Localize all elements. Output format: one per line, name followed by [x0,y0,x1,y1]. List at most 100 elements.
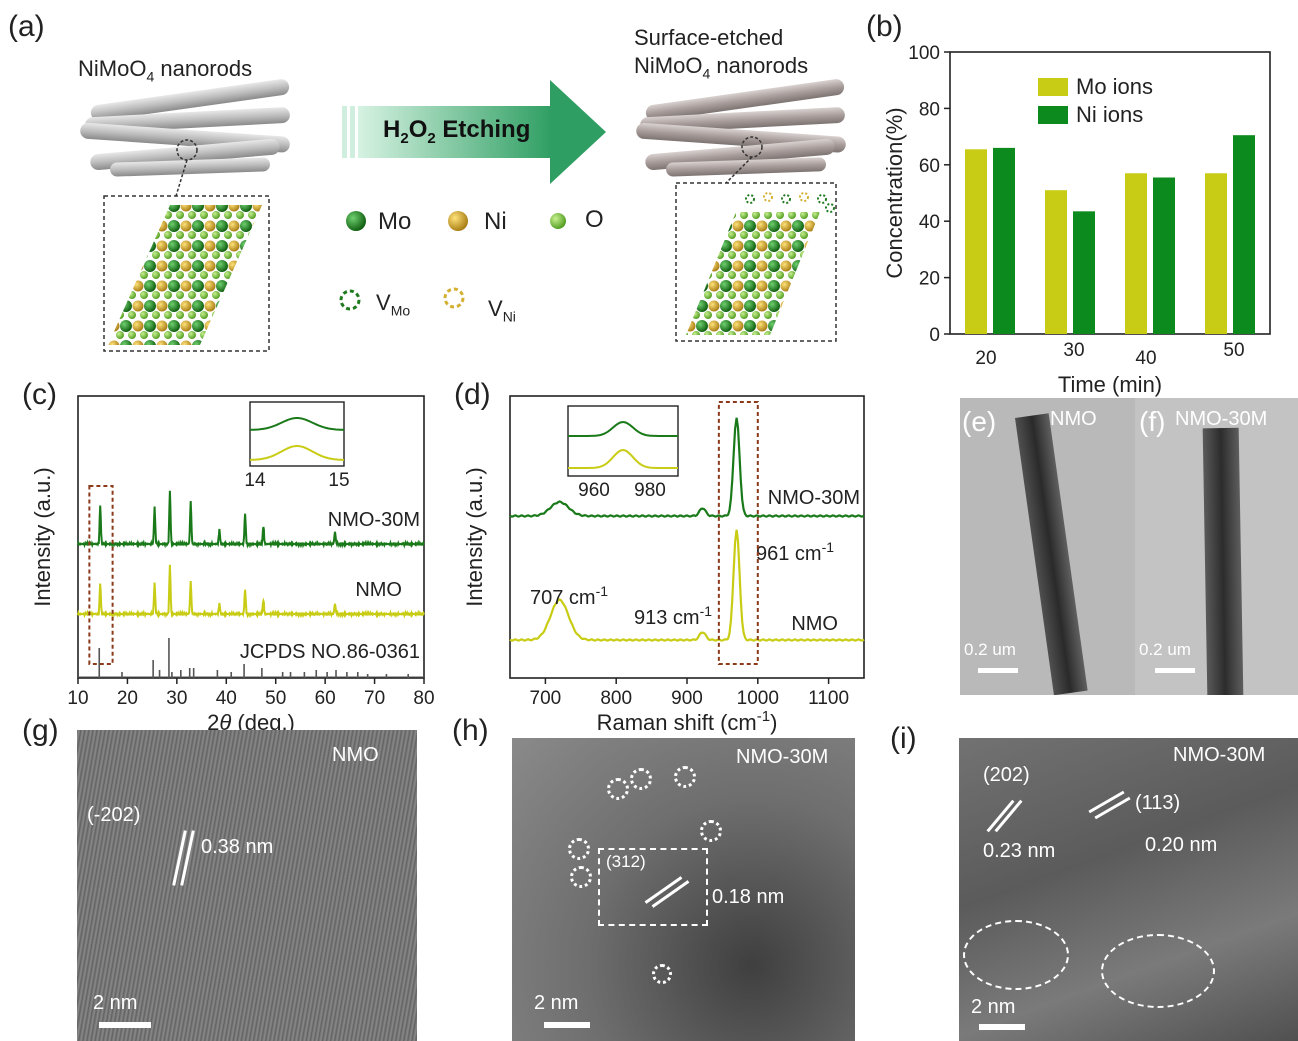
peak-annotation: 707 cm-1 [530,583,608,609]
bar [1073,211,1095,334]
vacancy-marker [700,820,722,842]
x-tick-label: 900 [671,688,703,709]
inset-tick-label: 980 [634,480,666,501]
vacancy-dots [745,192,835,213]
tem-image-nmo: (e) NMO 0.2 um [960,398,1135,695]
defect-region-1 [963,920,1069,990]
vacancy-marker [568,838,590,860]
vacancy-marker [570,866,592,888]
panel-label-d: (d) [454,378,491,411]
panel-label-h: (h) [452,714,489,747]
x-axis-label: Raman shift (cm-1) [597,708,778,735]
x-tick-label: 20 [117,688,138,709]
bar-chart: 0 20 40 60 80 100 20 30 40 50 Time (min) Concentrat… [882,43,1271,397]
peak-annotation: 913 cm-1 [634,603,712,629]
scale-bar-g [99,1022,151,1028]
y-tick-label: 60 [919,156,940,177]
x-tick-label: 70 [364,688,385,709]
scale-bar-f [1155,668,1195,673]
x-axis-label: Time (min) [1058,372,1162,397]
y-tick-label: 0 [929,325,940,346]
legend-v-ni: VNi [488,296,516,325]
x-tick-label: 30 [1063,340,1084,361]
x-tick-label: 30 [166,688,187,709]
x-tick-label: 40 [1135,348,1156,369]
scale-label-g: 2 nm [93,992,138,1014]
y-tick-label: 100 [908,43,940,64]
series-line [77,490,425,549]
nanorod-nmo [1015,413,1088,695]
legend-mo: Mo [378,208,412,235]
tem-label-nmo: NMO [1050,408,1097,430]
x-tick-label: 60 [315,688,336,709]
nanorod-nmo-30m [1202,427,1244,695]
inset-frame [567,405,679,477]
bar [993,147,1015,334]
plane-label-g: (-202) [87,804,141,826]
crystal-structure-left [108,205,262,345]
x-tick-label: 1100 [808,688,849,709]
defect-region-2 [1101,934,1215,1008]
highlight-box [88,485,114,665]
bar [1045,190,1067,334]
x-tick-label: 50 [1223,340,1244,361]
scale-label-h: 2 nm [534,992,579,1014]
mo-atom-icon [346,211,366,231]
series-line [509,529,865,642]
etching-arrow [342,80,606,184]
bar [1125,173,1147,334]
scale-bar-h [544,1022,590,1028]
inset-tick-label: 15 [328,470,349,491]
schematic-graphics [80,79,846,352]
inset-line [249,445,345,461]
scale-bar-e [978,668,1018,673]
bar [1153,177,1175,334]
plot-frame [77,395,425,679]
inset-tick-label: 960 [578,480,610,501]
nanorods-left [80,79,290,177]
x-tick-label: 40 [216,688,237,709]
hrtem-image-nmo: NMO (-202) 0.38 nm 2 nm [77,730,417,1041]
inset-line [568,421,678,437]
plot-frame [949,51,1271,335]
tem-label-nmo-30m: NMO-30M [1175,408,1268,430]
scale-label-f: 0.2 um [1139,640,1191,659]
tem-image-nmo-30m: (f) NMO-30M 0.2 um [1135,398,1298,695]
legend-swatch [1038,78,1068,96]
y-tick-label: 40 [919,212,940,233]
plane-label-i2: (113) [1135,792,1181,814]
reference-label: JCPDS NO.86-0361 [240,641,420,663]
plot-frame [509,395,865,679]
etching-label: H2O2 Etching [383,116,531,147]
x-tick-label: 50 [265,688,286,709]
panel-label-i: (i) [890,722,917,755]
scale-bar-i [979,1024,1025,1030]
inset-line [249,417,345,431]
highlight-box [717,401,759,665]
ni-vacancy-icon [443,287,465,309]
hrtem-label-g: NMO [332,744,379,766]
spacing-label-i1: 0.23 nm [983,840,1056,862]
crystal-structure-right [686,212,820,335]
scale-label-i: 2 nm [971,996,1016,1018]
series-label: NMO-30M [768,487,860,509]
nanorods-right [636,79,846,177]
bar [965,149,987,334]
panel-label-b: (b) [866,10,903,43]
series-label: NMO-30M [328,509,420,531]
x-tick-label: 10 [67,688,88,709]
x-tick-label: 800 [600,688,632,709]
zoom-box-h [598,848,708,926]
o-atom-icon [550,213,566,229]
bar [1233,135,1255,334]
panel-label-e: (e) [962,406,997,437]
legend-ni: Ni [484,208,507,235]
schematic-right-title: Surface-etched NiMoO4 nanorods [634,25,809,82]
x-tick-label: 1000 [737,688,779,709]
vacancy-marker [630,768,652,790]
plane-label-i1: (202) [983,764,1030,786]
spacing-label-h: 0.18 nm [712,886,785,908]
series-label: NMO [791,613,838,635]
series-line [77,564,425,619]
spacing-label-g: 0.38 nm [201,836,274,858]
